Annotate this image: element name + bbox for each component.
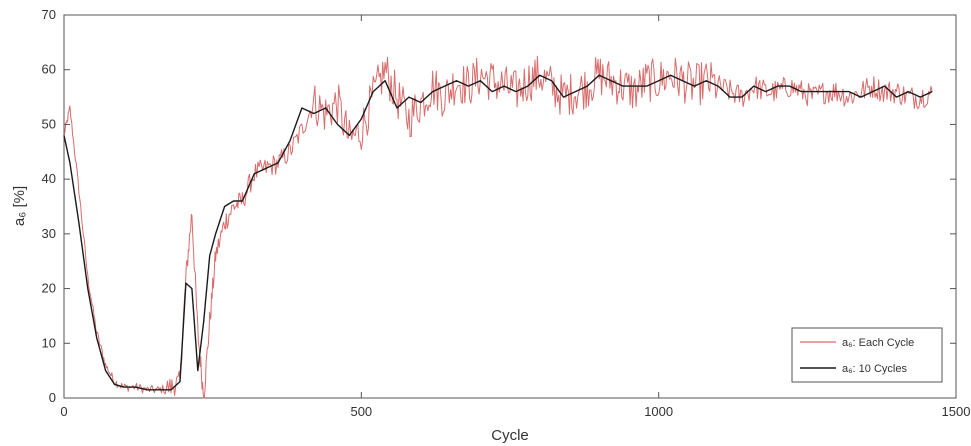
legend-label-each-cycle: a₆: Each Cycle	[842, 337, 914, 349]
x-tick-label: 1000	[644, 404, 673, 419]
legend: a₆: Each Cycle a₆: 10 Cycles	[791, 327, 943, 383]
x-tick-label: 0	[60, 404, 67, 419]
y-tick-label: 0	[49, 390, 56, 405]
legend-label-10-cycles: a₆: 10 Cycles	[842, 363, 907, 375]
x-axis-title: Cycle	[491, 427, 529, 444]
y-tick-label: 60	[42, 62, 56, 77]
y-tick-label: 50	[42, 116, 56, 131]
y-tick-label: 30	[42, 226, 56, 241]
legend-box	[791, 327, 943, 383]
series-line-10-cycles	[63, 74, 933, 391]
y-tick-label: 10	[42, 335, 56, 350]
y-tick-label: 70	[42, 7, 56, 22]
tick-layer: 0 500 1000 1500 0 10 20 30 40 50 60 70	[42, 7, 971, 419]
x-tick-label: 500	[350, 404, 372, 419]
y-tick-label: 40	[42, 171, 56, 186]
y-axis-title: a₆ [%]	[11, 186, 28, 226]
series-layer	[63, 55, 933, 399]
x-tick-label: 1500	[942, 404, 971, 419]
y-tick-label: 20	[42, 281, 56, 296]
